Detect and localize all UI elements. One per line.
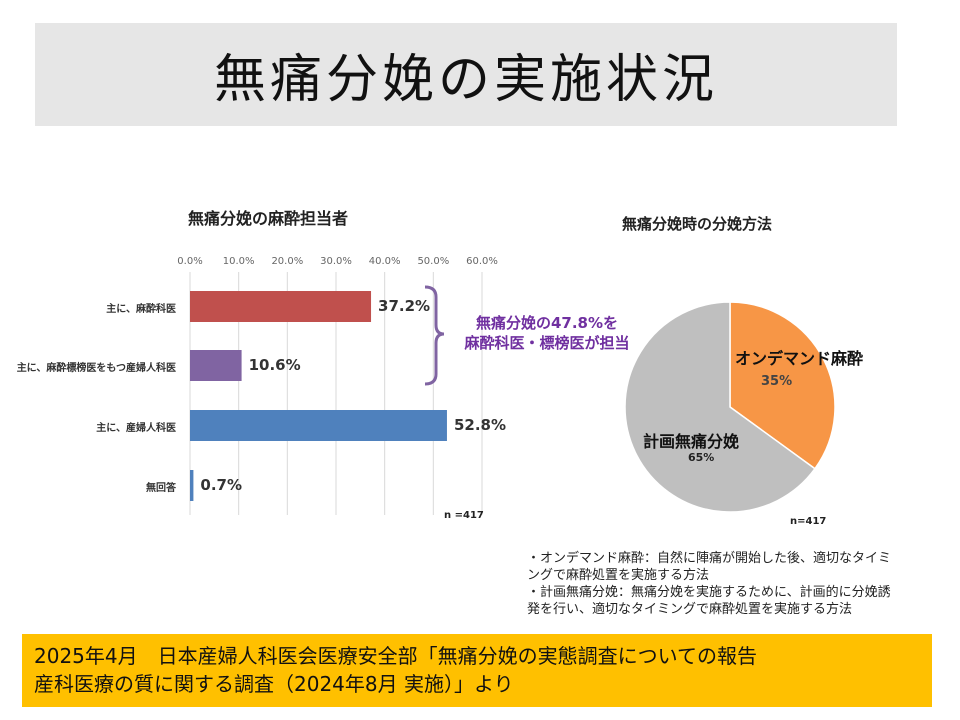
- title-banner: 無痛分娩の実施状況: [35, 23, 897, 126]
- x-tick-label: 60.0%: [466, 256, 498, 267]
- x-tick-label: 20.0%: [271, 256, 304, 267]
- footer-line-1: 2025年4月 日本産婦人科医会医療安全部「無痛分娩の実態調査についての報告: [34, 644, 758, 668]
- pie-slice: [624, 301, 816, 513]
- category-label: 主に、産婦人科医: [96, 423, 176, 434]
- page-title: 無痛分娩の実施状況: [213, 50, 718, 110]
- method-notes: ・オンデマンド麻酔：自然に陣痛が開始した後、適切なタイミ ングで麻酔処置を実施す…: [527, 550, 891, 618]
- pie-chart-title: 無痛分娩時の分娩方法: [622, 215, 773, 233]
- pie-pct-ondemand: 35%: [761, 374, 793, 389]
- category-label: 無回答: [146, 483, 176, 494]
- bar-n-label: n =417: [444, 510, 484, 521]
- category-label: 主に、麻酔科医: [106, 304, 176, 315]
- value-label: 37.2%: [378, 297, 431, 315]
- x-tick-label: 30.0%: [320, 256, 352, 267]
- bracket: [424, 285, 445, 386]
- pie-n-label: n=417: [790, 516, 827, 527]
- footer-line-2: 産科医療の質に関する調査（2024年8月 実施）」より: [34, 672, 514, 696]
- annotation-line-2: 麻酔科医・標榜医が担当: [464, 334, 630, 352]
- note-line: ングで麻酔処置を実施する方法: [527, 568, 710, 583]
- bar: [190, 350, 242, 381]
- note-line: ・計画無痛分娩：無痛分娩を実施するために、計画的に分娩誘: [527, 585, 891, 600]
- note-line: 発を行い、適切なタイミングで麻酔処置を実施する方法: [527, 602, 853, 617]
- x-tick-label: 40.0%: [368, 256, 401, 267]
- pie-pct-planned: 65%: [688, 451, 715, 464]
- x-tick-label: 10.0%: [222, 256, 255, 267]
- pie-slice: [729, 301, 836, 470]
- bar: [190, 470, 194, 501]
- value-label: 52.8%: [453, 416, 506, 434]
- value-label: 0.7%: [200, 476, 243, 494]
- pie-label-ondemand: オンデマンド麻酔: [735, 349, 864, 368]
- x-tick-label: 0.0%: [177, 256, 203, 267]
- bar: [190, 291, 372, 322]
- pie-label-planned: 計画無痛分娩: [643, 432, 740, 451]
- x-tick-label: 50.0%: [417, 256, 450, 267]
- annotation-line-1: 無痛分娩の47.8%を: [475, 314, 619, 332]
- bar-chart-title: 無痛分娩の麻酔担当者: [188, 209, 349, 228]
- bar: [190, 410, 447, 441]
- category-label: 主に、麻酔標榜医をもつ産婦人科医: [16, 363, 176, 374]
- bar-annotation: 無痛分娩の47.8%を 麻酔科医・標榜医が担当: [447, 313, 647, 353]
- source-footer: 2025年4月 日本産婦人科医会医療安全部「無痛分娩の実態調査についての報告 産…: [22, 634, 932, 707]
- value-label: 10.6%: [248, 356, 301, 374]
- note-line: ・オンデマンド麻酔：自然に陣痛が開始した後、適切なタイミ: [527, 551, 892, 566]
